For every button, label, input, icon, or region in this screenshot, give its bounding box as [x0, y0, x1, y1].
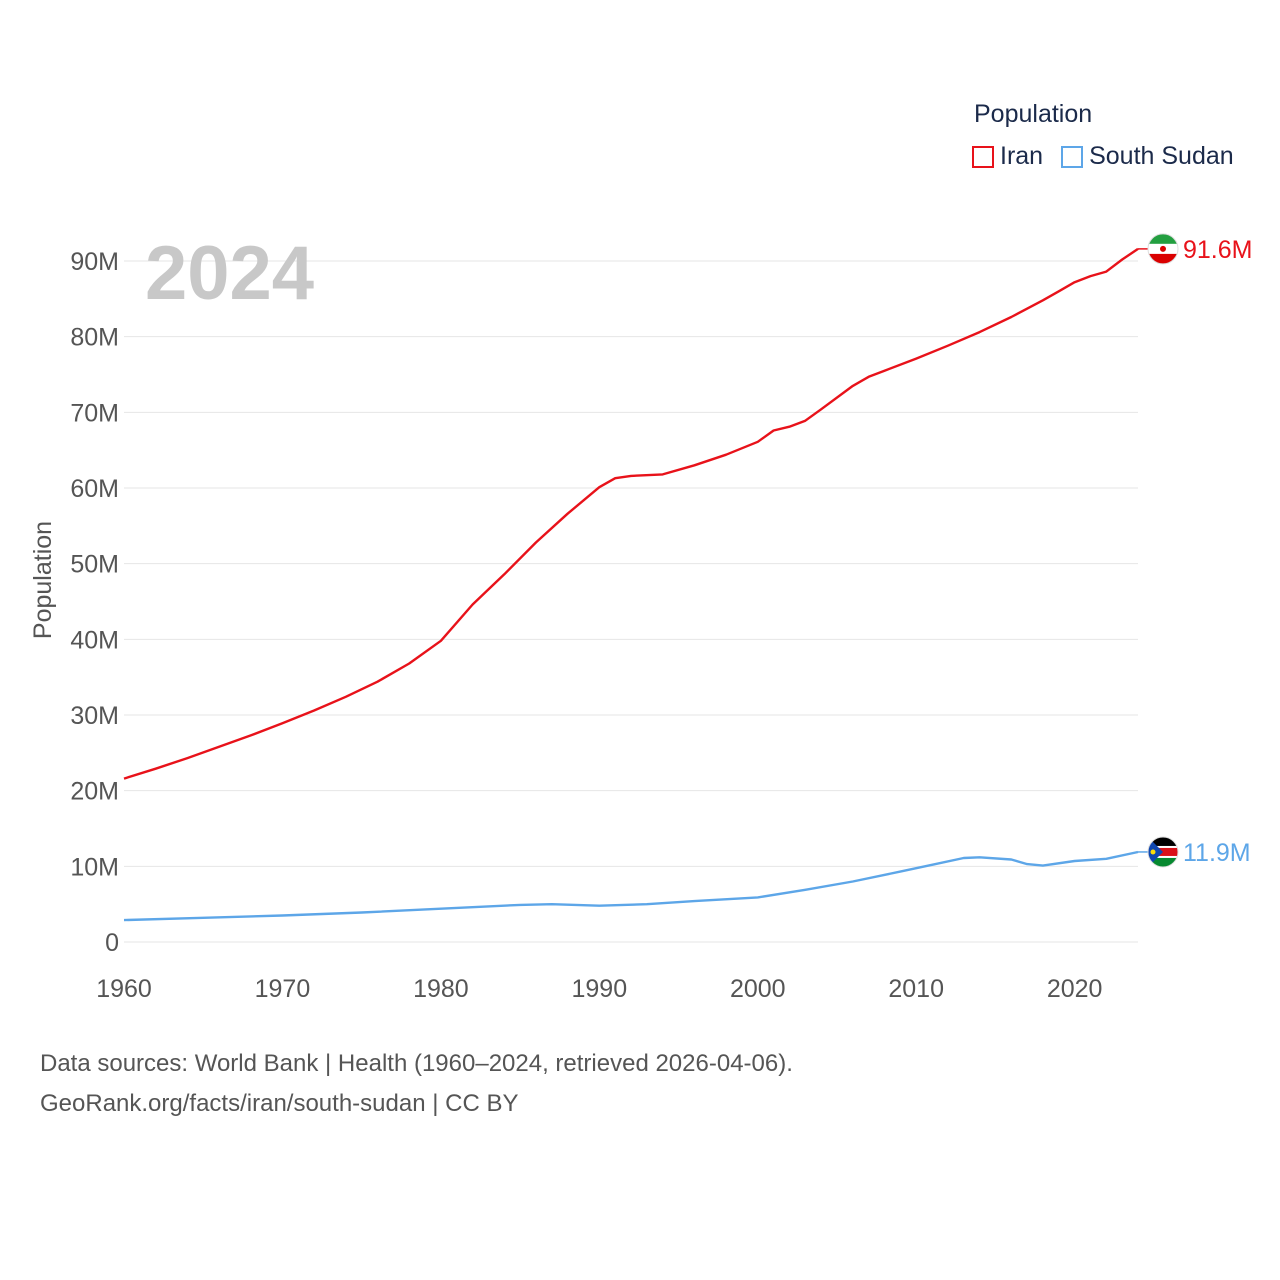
- y-axis-title: Population: [29, 521, 57, 639]
- year-watermark: 2024: [145, 231, 314, 316]
- y-tick-label: 80M: [70, 324, 119, 352]
- gridlines: [124, 260, 1138, 943]
- y-tick-label: 60M: [70, 475, 119, 503]
- legend-label-iran: Iran: [1000, 142, 1044, 170]
- attribution-link[interactable]: GeoRank.org/facts/iran/south-sudan | CC …: [40, 1090, 519, 1117]
- legend-swatch-south-sudan: [1061, 145, 1084, 168]
- series-line-south-sudan: [123, 850, 1139, 922]
- legend-item-iran[interactable]: Iran: [972, 142, 1043, 171]
- y-tick-label: 70M: [70, 399, 119, 427]
- y-tick-label: 40M: [70, 626, 119, 654]
- legend-label-south-sudan: South Sudan: [1089, 142, 1234, 170]
- south-sudan-flag-icon: [1147, 836, 1179, 868]
- y-tick-label: 30M: [70, 702, 119, 730]
- y-tick-label: 10M: [70, 853, 119, 881]
- series-lines: [123, 247, 1139, 922]
- x-tick-label: 1960: [96, 975, 152, 1003]
- x-tick-label: 1970: [255, 975, 311, 1003]
- data-sources-text: Data sources: World Bank | Health (1960–…: [40, 1050, 793, 1077]
- end-value-label: 11.9M: [1183, 839, 1251, 867]
- y-tick-label: 20M: [70, 778, 119, 806]
- x-tick-label: 1980: [413, 975, 469, 1003]
- series-end-markers: 91.6M 11.9M: [1138, 233, 1252, 868]
- x-tick-label: 2010: [888, 975, 944, 1003]
- y-tick-label: 50M: [70, 551, 119, 579]
- x-tick-label: 2000: [730, 975, 786, 1003]
- y-tick-label: 0: [105, 929, 119, 957]
- series-line-iran: [123, 247, 1139, 780]
- y-tick-label: 90M: [70, 248, 119, 276]
- x-tick-label: 1990: [572, 975, 628, 1003]
- legend-item-south-sudan[interactable]: South Sudan: [1061, 142, 1234, 171]
- y-axis-ticks: 0 10M 20M 30M 40M 50M 60M 70M 80M 90M: [70, 248, 119, 957]
- legend-title: Population: [974, 100, 1093, 128]
- footer: Data sources: World Bank | Health (1960–…: [40, 1044, 793, 1124]
- legend: Iran South Sudan: [972, 142, 1252, 171]
- iran-flag-icon: [1147, 233, 1179, 265]
- legend-swatch-iran: [972, 145, 994, 168]
- end-value-label: 91.6M: [1183, 236, 1252, 264]
- x-tick-label: 2020: [1047, 975, 1103, 1003]
- x-axis-ticks: 1960 1970 1980 1990 2000 2010 2020: [96, 975, 1102, 1003]
